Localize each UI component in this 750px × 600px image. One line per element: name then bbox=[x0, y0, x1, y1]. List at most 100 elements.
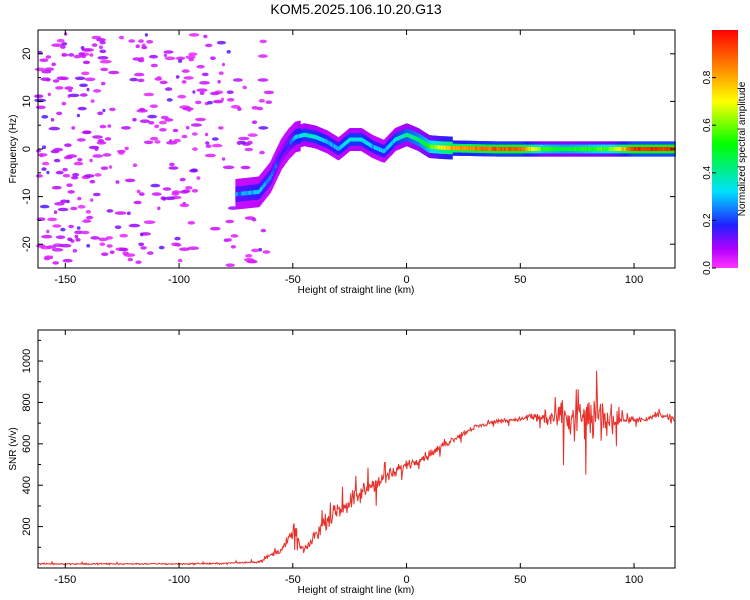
spectrogram-ridge-core bbox=[271, 172, 273, 176]
spectrogram-noise-cell bbox=[260, 228, 267, 233]
spectrogram-noise-cell bbox=[168, 166, 179, 170]
spectrogram-noise-cell bbox=[35, 105, 46, 110]
snr-y-label: SNR (v/v) bbox=[8, 427, 19, 470]
spectrogram-x-ticks: -150 -100 -50 0 50 100 bbox=[54, 30, 643, 286]
figure-title: KOM5.2025.106.10.20.G13 bbox=[270, 1, 441, 17]
x-tick-label: 100 bbox=[625, 574, 643, 586]
spectrogram-ridge-core bbox=[625, 147, 628, 151]
colorbar: 0.0 0.2 0.4 0.6 0.8 Normalized spectral ampl… bbox=[702, 30, 748, 275]
spectrogram-noise-cell bbox=[212, 99, 224, 104]
spectrogram-noise-cell bbox=[187, 108, 192, 112]
spectrogram-noise-cell bbox=[218, 71, 224, 75]
spectrogram-noise-cell bbox=[245, 254, 253, 258]
spectrogram-noise-cell bbox=[52, 261, 60, 265]
spectrogram-noise-cell bbox=[102, 108, 106, 113]
spectrogram-ridge-core bbox=[349, 137, 351, 142]
spectrogram-noise-cell bbox=[51, 43, 63, 47]
spectrogram-noise-cell bbox=[258, 99, 265, 103]
spectrogram-ridge-core bbox=[466, 146, 468, 151]
spectrogram-noise-cell bbox=[50, 118, 55, 122]
spectrogram-noise-cell bbox=[156, 76, 162, 80]
spectrogram-noise-cell bbox=[96, 38, 106, 42]
spectrogram-noise-cell bbox=[251, 120, 258, 124]
spectrogram-noise-cells bbox=[34, 32, 275, 268]
spectrogram-noise-cell bbox=[78, 52, 85, 56]
spectrogram-ridge-core bbox=[639, 147, 641, 151]
spectrogram-noise-cell bbox=[57, 207, 69, 212]
spectrogram-noise-cell bbox=[172, 128, 179, 133]
spectrogram-ridge-core bbox=[384, 148, 386, 153]
spectrogram-ridge-core bbox=[345, 140, 347, 145]
spectrogram-ridge-core bbox=[586, 147, 589, 151]
spectrogram-noise-cell bbox=[127, 257, 133, 262]
spectrogram-noise-cell bbox=[81, 230, 90, 235]
spectrogram-noise-cell bbox=[92, 135, 103, 139]
spectrogram-ridge-core bbox=[547, 147, 550, 151]
spectrogram-noise-cell bbox=[159, 80, 168, 85]
spectrogram-noise-cell bbox=[183, 76, 194, 80]
spectrogram-ridge-core bbox=[629, 147, 632, 151]
spectrogram-noise-cell bbox=[196, 88, 208, 92]
x-tick-label: 0 bbox=[403, 274, 409, 286]
spectrogram-noise-cell bbox=[230, 245, 236, 249]
spectrogram-ridge-core bbox=[478, 146, 480, 151]
spectrogram-noise-cell bbox=[90, 236, 100, 240]
spectrogram-noise-cell bbox=[104, 137, 112, 141]
spectrogram-noise-cell bbox=[225, 219, 235, 224]
x-tick-label: -150 bbox=[54, 574, 76, 586]
spectrogram-noise-cell bbox=[56, 38, 65, 43]
spectrogram-noise-cell bbox=[181, 69, 190, 73]
spectrogram-noise-cell bbox=[191, 132, 198, 136]
spectrogram-ridge-core bbox=[380, 148, 382, 153]
spectrogram-noise-cell bbox=[132, 163, 138, 167]
spectrogram-ridge-core bbox=[439, 145, 441, 150]
spectrogram-ridge-core bbox=[582, 147, 585, 151]
spectrogram-ridge-core bbox=[276, 160, 279, 165]
spectrogram-noise-cell bbox=[114, 225, 122, 229]
spectrogram-noise-cell bbox=[99, 59, 112, 64]
spectrogram-noise-cell bbox=[71, 126, 76, 130]
spectrogram-noise-cell bbox=[218, 126, 224, 130]
spectrogram-noise-cell bbox=[124, 178, 136, 183]
spectrogram-noise-cell bbox=[181, 134, 188, 139]
spectrogram-noise-cell bbox=[146, 40, 154, 44]
spectrogram-noise-cell bbox=[66, 183, 73, 187]
spectrogram-noise-cell bbox=[237, 107, 242, 111]
colorbar-tick-label: 0.4 bbox=[702, 165, 713, 179]
spectrogram-noise-cell bbox=[74, 234, 79, 239]
spectrogram-noise-cell bbox=[46, 170, 50, 175]
spectrogram-noise-cell bbox=[60, 227, 66, 232]
spectrogram-ridge-core bbox=[592, 147, 594, 151]
spectrogram-noise-cell bbox=[179, 247, 190, 251]
spectrogram-ridge-core bbox=[527, 147, 530, 151]
spectrogram-noise-cell bbox=[138, 192, 145, 196]
spectrogram-ridge-core bbox=[613, 147, 616, 151]
snr-x-ticks: -150 -100 -50 0 50 100 bbox=[54, 330, 643, 586]
snr-x-label: Height of straight line (km) bbox=[298, 585, 415, 596]
spectrogram-x-label: Height of straight line (km) bbox=[298, 285, 415, 296]
spectrogram-noise-cell bbox=[185, 55, 196, 59]
spectrogram-noise-cell bbox=[43, 256, 51, 261]
spectrogram-noise-cell bbox=[81, 48, 92, 52]
spectrogram-noise-cell bbox=[124, 146, 129, 151]
spectrogram-noise-cell bbox=[227, 98, 235, 102]
spectrogram-noise-cell bbox=[210, 226, 221, 231]
spectrogram-noise-cell bbox=[60, 45, 66, 49]
spectrogram-ridge-core bbox=[452, 146, 455, 151]
spectrogram-noise-cell bbox=[97, 56, 109, 60]
spectrogram-noise-cell bbox=[109, 107, 116, 112]
spectrogram-noise-cell bbox=[115, 180, 120, 184]
spectrogram-noise-cell bbox=[154, 140, 161, 144]
spectrogram-noise-cell bbox=[118, 35, 125, 40]
spectrogram-noise-cell bbox=[144, 33, 148, 37]
spectrogram-noise-cell bbox=[73, 54, 82, 59]
spectrogram-noise-cell bbox=[61, 101, 67, 106]
spectrogram-noise-cell bbox=[106, 244, 113, 248]
spectrogram-noise-cell bbox=[128, 39, 136, 43]
spectrogram-noise-cell bbox=[74, 230, 84, 235]
spectrogram-noise-cell bbox=[68, 53, 75, 57]
spectrogram-noise-cell bbox=[89, 179, 96, 184]
spectrogram-noise-cell bbox=[204, 153, 216, 158]
spectrogram-ridge-core bbox=[337, 146, 339, 151]
